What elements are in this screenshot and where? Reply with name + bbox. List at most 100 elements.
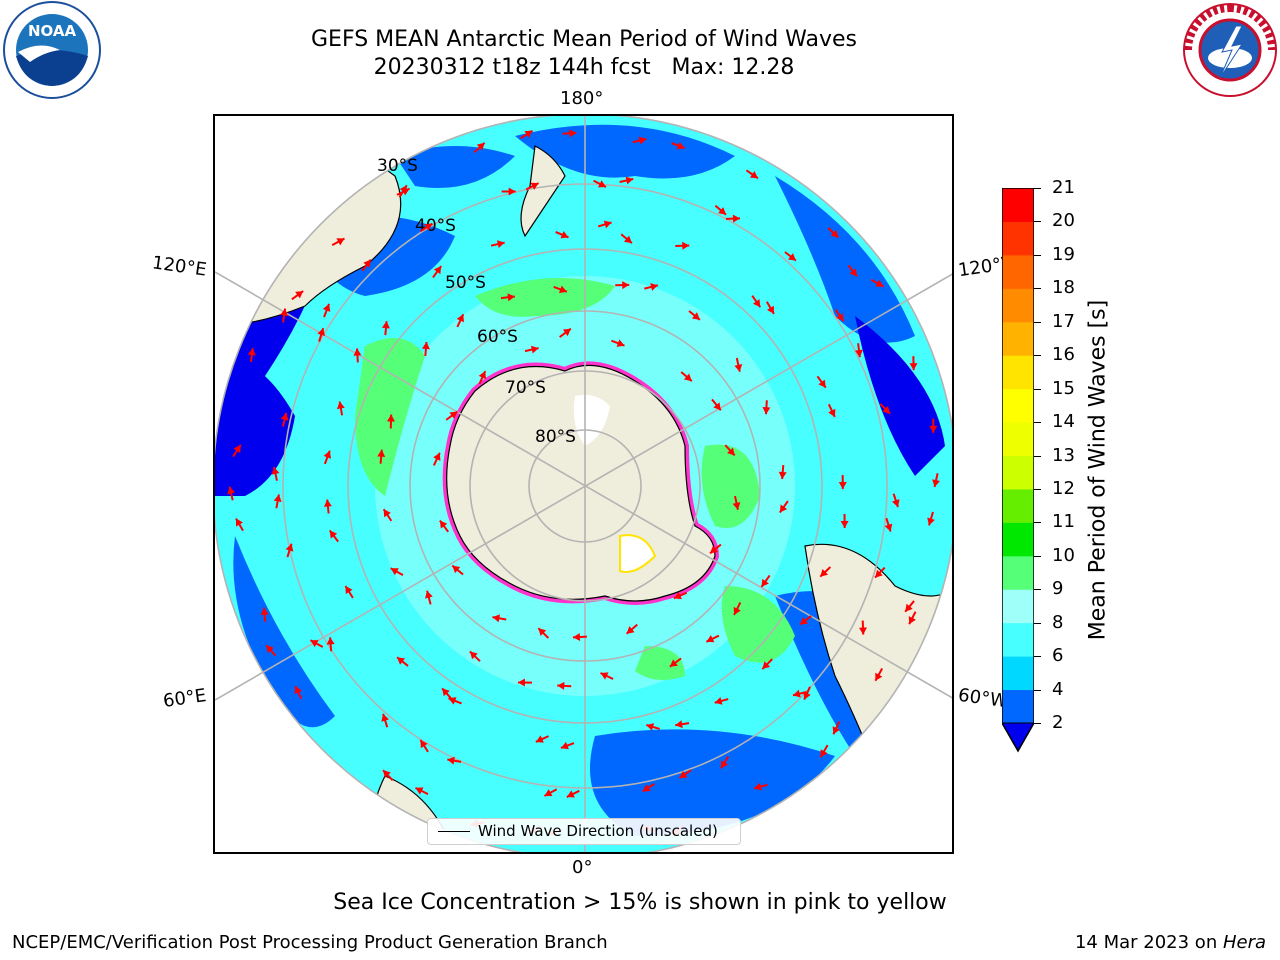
wind-wave-arrow-head xyxy=(669,659,678,667)
wind-wave-arrow-head xyxy=(929,425,938,433)
colorbar-tick-mark xyxy=(1034,254,1041,256)
wind-wave-arrow-head xyxy=(858,627,867,635)
wind-wave-arrow-head xyxy=(310,640,319,648)
lat-label-70s: 70°S xyxy=(505,378,546,398)
colorbar-tick-label: 14 xyxy=(1052,411,1075,433)
footer-credit: NCEP/EMC/Verification Post Processing Pr… xyxy=(12,932,608,953)
wind-wave-arrow-head xyxy=(625,176,634,185)
wind-wave-arrow-head xyxy=(749,170,758,179)
wind-wave-arrow-head xyxy=(854,349,863,358)
wind-wave-arrow-head xyxy=(882,405,891,414)
wind-wave-arrow-head xyxy=(433,452,441,461)
footer-host: Hera xyxy=(1222,932,1266,953)
lon-label-120e: 120°E xyxy=(150,252,208,281)
colorbar-segment xyxy=(1002,355,1034,390)
wind-wave-arrow-head xyxy=(682,241,690,250)
wind-wave-arrow-head xyxy=(560,741,569,750)
colorbar-tick-label: 15 xyxy=(1052,377,1075,399)
wind-wave-arrow-head xyxy=(381,321,390,329)
wind-wave-arrow-head xyxy=(322,303,331,312)
colorbar-tick-mark xyxy=(1034,288,1041,290)
wind-wave-arrow-head xyxy=(909,363,918,371)
wind-wave-arrow-head xyxy=(820,749,828,758)
wind-wave-arrow-head xyxy=(433,266,442,275)
wind-wave-arrow-head xyxy=(727,447,735,456)
wind-wave-arrow-head xyxy=(420,740,428,749)
wind-wave-arrow-head xyxy=(679,770,688,779)
title-line-2: 20230312 t18z 144h fcst Max: 12.28 xyxy=(373,55,795,80)
wind-wave-arrow-head xyxy=(271,466,280,475)
colorbar-tick-mark xyxy=(1034,522,1041,524)
wind-wave-arrow-head xyxy=(260,607,269,615)
wind-wave-arrow-head xyxy=(317,328,325,337)
wind-wave-arrow-head xyxy=(397,657,406,665)
wind-wave-arrow-head xyxy=(235,518,243,527)
wind-wave-arrow-head xyxy=(524,130,533,138)
wind-wave-arrow-head xyxy=(713,402,721,411)
wind-wave-arrow-head xyxy=(836,313,844,322)
wind-wave-arrow-head xyxy=(927,517,935,526)
wind-wave-arrow-head xyxy=(566,790,575,798)
wind-wave-arrow-head xyxy=(452,565,461,574)
wind-wave-arrow-head xyxy=(650,283,658,291)
colorbar-segment xyxy=(1002,321,1034,356)
wind-wave-arrow-head xyxy=(905,603,913,612)
colorbar-extend-triangle xyxy=(1002,722,1034,753)
lat-label-80s: 80°S xyxy=(535,427,576,447)
wind-wave-arrow-head xyxy=(336,238,345,246)
wind-wave-arrow-head xyxy=(832,726,840,735)
colorbar-segment xyxy=(1002,689,1034,724)
noaa-logo: NOAA xyxy=(3,1,101,99)
wind-wave-arrow-head xyxy=(233,444,241,453)
wind-wave-arrow-head xyxy=(442,688,450,697)
lon-label-0: 0° xyxy=(572,857,593,878)
wind-wave-arrow-head xyxy=(273,494,282,503)
wind-wave-arrow-head xyxy=(421,341,430,350)
colorbar-segment xyxy=(1002,622,1034,657)
map-legend: Wind Wave Direction (unscaled) xyxy=(427,818,741,845)
wind-wave-arrow-head xyxy=(818,379,826,388)
wind-wave-arrow-head xyxy=(732,502,741,510)
colorbar-tick-label: 19 xyxy=(1052,243,1075,265)
antarctic-map: 30°S 40°S 50°S 60°S 70°S 80°S xyxy=(213,114,954,854)
wind-wave-arrow-head xyxy=(875,672,883,681)
wind-wave-arrow-head xyxy=(329,530,338,539)
wind-wave-arrow-head xyxy=(323,499,332,507)
colorbar-segment xyxy=(1002,455,1034,490)
wind-wave-arrow-head xyxy=(623,235,632,244)
wind-wave-arrow-head xyxy=(733,606,741,615)
map-canvas: 30°S 40°S 50°S 60°S 70°S 80°S xyxy=(215,116,952,852)
wind-wave-arrow-head xyxy=(496,240,505,249)
wind-wave-arrow-head xyxy=(710,545,718,554)
colorbar-segment xyxy=(1002,656,1034,691)
wind-wave-arrow-head xyxy=(280,412,289,421)
wind-wave-arrow-head xyxy=(363,259,371,268)
colorbar-segment xyxy=(1002,221,1034,256)
wind-wave-arrow-head xyxy=(752,299,761,308)
wind-wave-arrow-head xyxy=(377,449,386,457)
wind-wave-arrow-head xyxy=(280,308,289,317)
colorbar-segment xyxy=(1002,288,1034,323)
wind-wave-arrow-head xyxy=(840,520,849,528)
colorbar-tick-mark xyxy=(1034,689,1041,691)
colorbar-segment xyxy=(1002,488,1034,523)
wind-wave-arrow-head xyxy=(838,482,847,490)
wind-wave-arrow-head xyxy=(507,293,515,302)
colorbar-tick-mark xyxy=(1034,388,1041,390)
wind-wave-arrow-head xyxy=(424,223,433,231)
lat-label-50s: 50°S xyxy=(445,273,486,293)
wind-wave-arrow-head xyxy=(386,414,395,422)
colorbar-segment xyxy=(1002,254,1034,289)
wind-wave-arrow-head xyxy=(530,345,539,354)
colorbar-tick-mark xyxy=(1034,188,1041,189)
sea-ice-note: Sea Ice Concentration > 15% is shown in … xyxy=(333,890,947,915)
wind-wave-arrow-head xyxy=(469,651,478,660)
colorbar-tick-label: 21 xyxy=(1052,177,1075,198)
wind-wave-arrow-head xyxy=(535,735,544,743)
wind-wave-arrow-head xyxy=(544,789,553,797)
wind-wave-arrow-head xyxy=(792,689,801,698)
wind-wave-arrow-head xyxy=(891,499,900,508)
wind-wave-arrow-head xyxy=(908,616,916,625)
lon-label-180: 180° xyxy=(560,88,604,109)
wind-wave-arrow-head xyxy=(247,348,256,356)
